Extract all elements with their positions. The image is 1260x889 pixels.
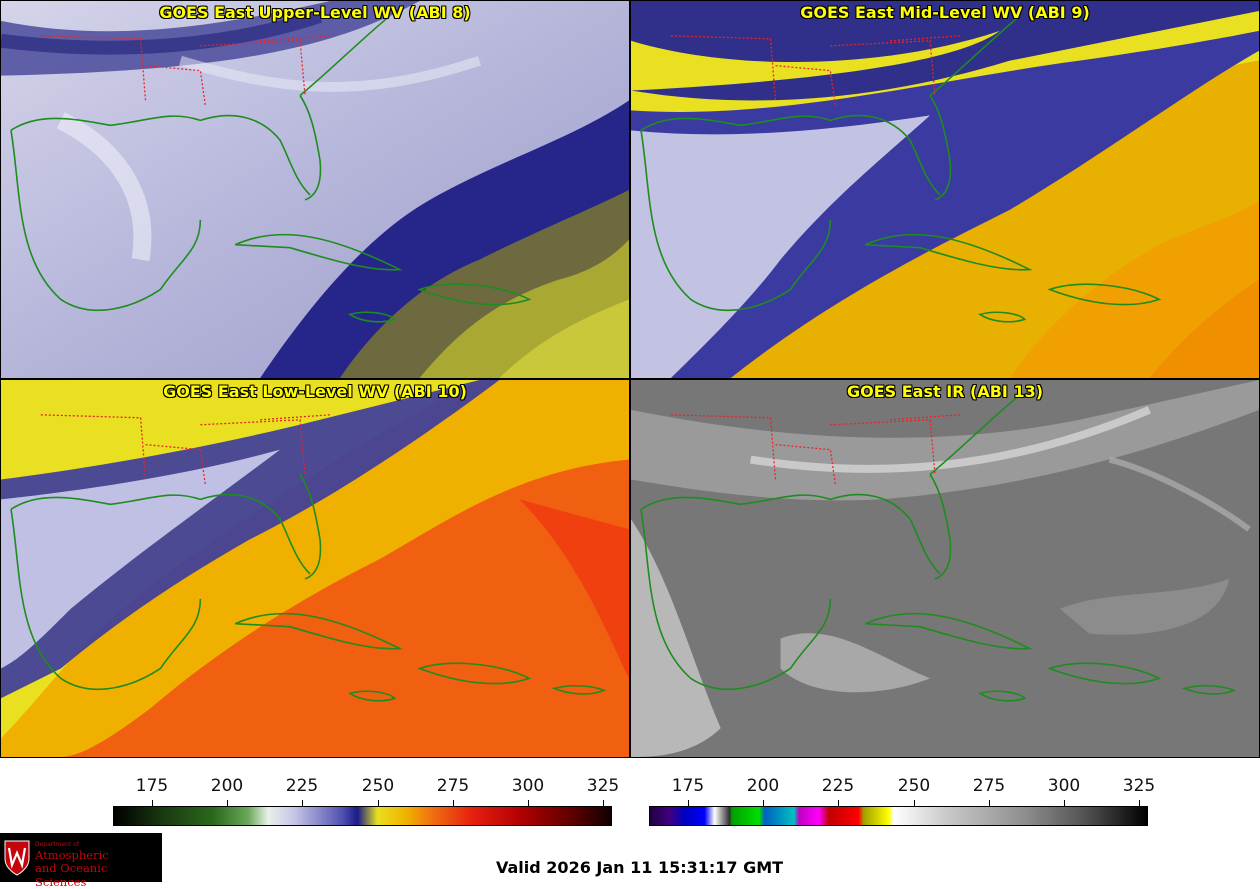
ir-tick-mark <box>989 800 990 806</box>
panel-title: GOES East IR (ABI 13) <box>846 382 1044 401</box>
ir-tick-label: 225 <box>821 776 855 796</box>
panel-low-level-wv: GOES East Low-Level WV (ABI 10) <box>0 379 630 758</box>
wv-tick-label: 200 <box>210 776 244 796</box>
wv-tick-label: 175 <box>135 776 169 796</box>
panel-title: GOES East Low-Level WV (ABI 10) <box>163 382 467 401</box>
ir-tick-label: 200 <box>746 776 780 796</box>
ir-tick-label: 325 <box>1122 776 1156 796</box>
wv-colorbar <box>113 806 612 826</box>
ir-colorbar <box>649 806 1148 826</box>
wv-tick-mark <box>453 800 454 806</box>
ir-tick-mark <box>838 800 839 806</box>
valid-time: Valid 2026 Jan 11 15:31:17 GMT <box>496 858 784 877</box>
ir-tick-label: 300 <box>1047 776 1081 796</box>
wv-tick-label: 225 <box>285 776 319 796</box>
ir-image <box>631 380 1259 757</box>
wv-tick-mark <box>603 800 604 806</box>
upper-level-wv-image <box>1 1 629 378</box>
uw-crest-icon <box>4 840 30 876</box>
wv-tick-mark <box>152 800 153 806</box>
ir-tick-label: 275 <box>972 776 1006 796</box>
panel-upper-level-wv: GOES East Upper-Level WV (ABI 8) <box>0 0 630 379</box>
ir-tick-mark <box>914 800 915 806</box>
aos-logo: Department of Atmospheric and Oceanic Sc… <box>0 833 162 889</box>
ir-tick-label: 175 <box>671 776 705 796</box>
logo-dept-text: Department of <box>35 841 79 848</box>
logo-line-1: Atmospheric <box>35 848 109 862</box>
ir-tick-mark <box>688 800 689 806</box>
wv-tick-mark <box>528 800 529 806</box>
ir-tick-mark <box>1139 800 1140 806</box>
low-level-wv-image <box>1 380 629 757</box>
logo-line-2: and Oceanic Sciences <box>35 861 108 889</box>
wv-tick-label: 250 <box>361 776 395 796</box>
panel-title: GOES East Mid-Level WV (ABI 9) <box>800 3 1090 22</box>
wv-tick-label: 325 <box>586 776 620 796</box>
wv-tick-mark <box>378 800 379 806</box>
panel-mid-level-wv: GOES East Mid-Level WV (ABI 9) <box>630 0 1260 379</box>
ir-tick-mark <box>763 800 764 806</box>
wv-tick-mark <box>227 800 228 806</box>
panel-title: GOES East Upper-Level WV (ABI 8) <box>159 3 471 22</box>
ir-tick-mark <box>1064 800 1065 806</box>
wv-tick-label: 275 <box>436 776 470 796</box>
ir-tick-label: 250 <box>897 776 931 796</box>
panel-ir: GOES East IR (ABI 13) <box>630 379 1260 758</box>
wv-tick-label: 300 <box>511 776 545 796</box>
wv-tick-mark <box>302 800 303 806</box>
mid-level-wv-image <box>631 1 1259 378</box>
